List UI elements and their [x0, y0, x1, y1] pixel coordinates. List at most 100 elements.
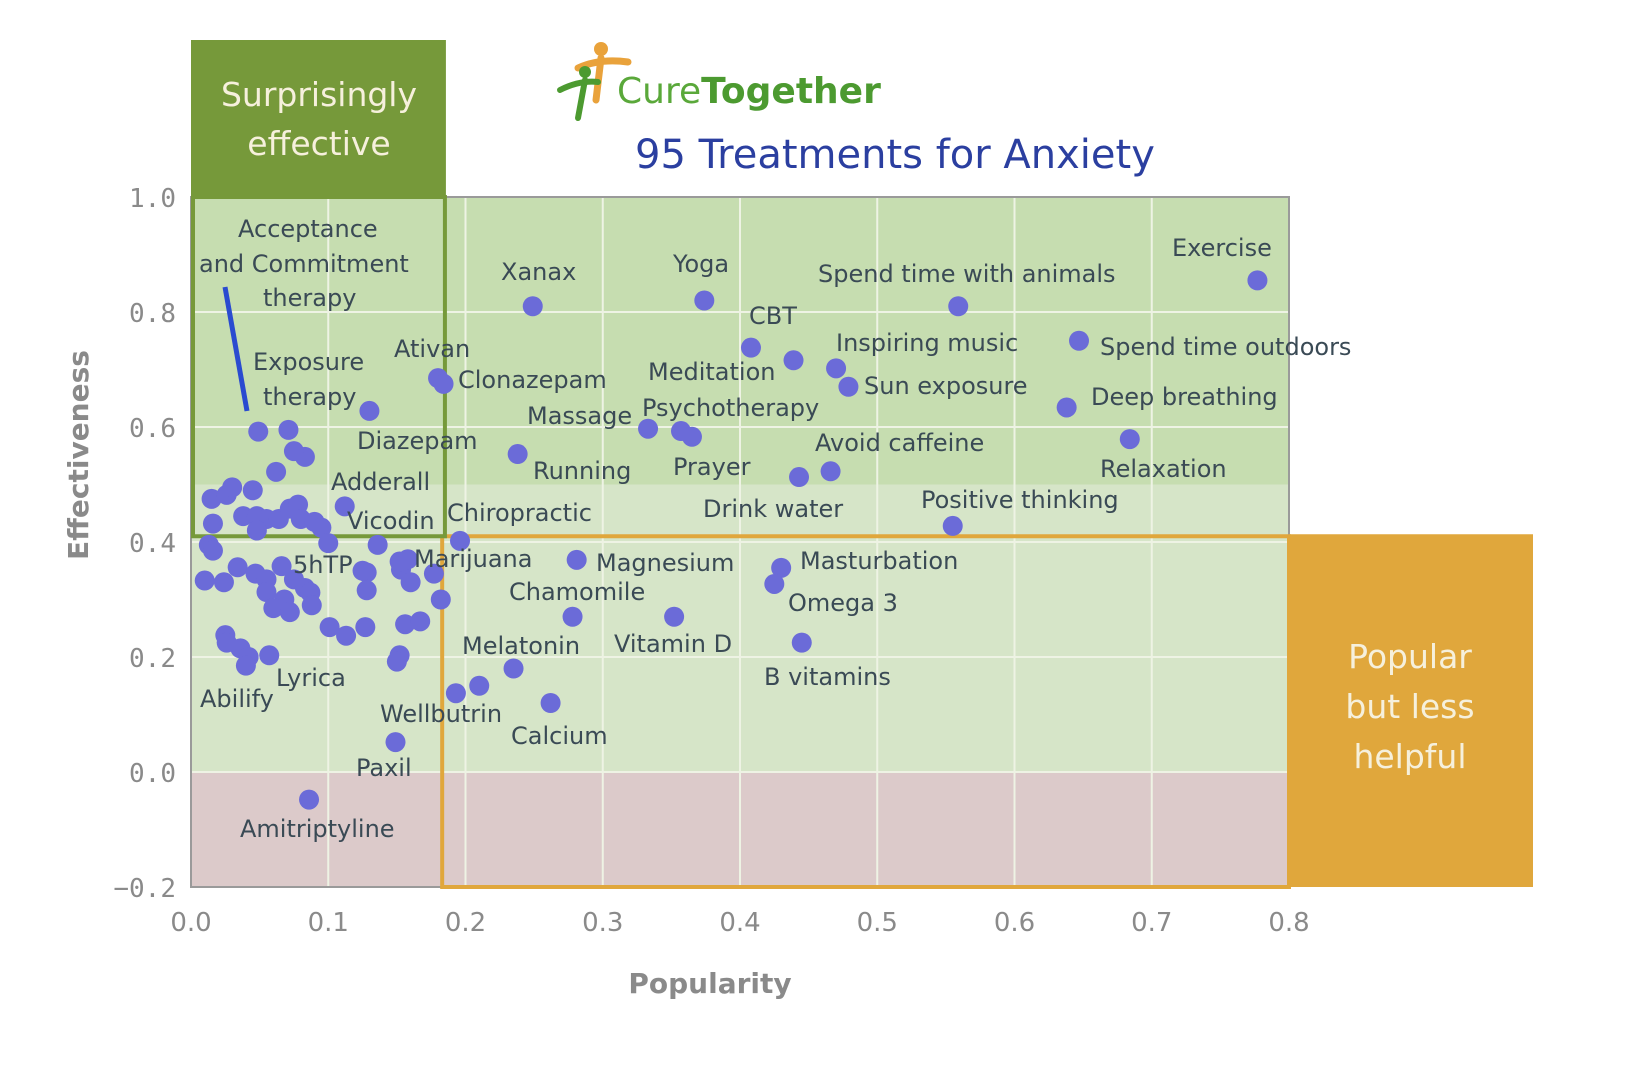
- point-labels: Exercise Spend time with animals Xanax Yoga…: [199, 215, 1351, 843]
- point-label: Magnesium: [596, 549, 734, 577]
- data-point-labeled: [299, 789, 320, 810]
- popular-but-less-helpful-box: [1289, 534, 1533, 887]
- point-label: Calcium: [511, 722, 608, 750]
- data-point-labeled: [791, 632, 812, 653]
- point-label: Vitamin D: [614, 630, 732, 658]
- x-tick-label: 0.0: [170, 908, 211, 938]
- data-point: [469, 675, 490, 696]
- point-label: Abilify: [200, 685, 274, 713]
- data-point: [256, 582, 277, 603]
- chart-title: 95 Treatments for Anxiety: [635, 132, 1155, 178]
- data-point: [395, 614, 416, 635]
- data-point: [233, 506, 254, 527]
- point-label: Omega 3: [788, 589, 898, 617]
- x-tick-label: 0.4: [719, 908, 760, 938]
- point-label: Amitriptyline: [240, 815, 395, 843]
- point-label: Prayer: [673, 453, 751, 481]
- data-point: [263, 598, 284, 619]
- point-label: Melatonin: [462, 632, 580, 660]
- data-point-labeled: [638, 418, 659, 439]
- data-point-labeled: [764, 573, 785, 594]
- x-axis-title: Popularity: [628, 967, 791, 1000]
- data-point-labeled: [771, 557, 792, 578]
- point-label: Marijuana: [414, 545, 532, 573]
- data-point: [423, 563, 444, 584]
- data-point-labeled: [562, 606, 583, 627]
- green-box-line-2: effective: [247, 124, 390, 163]
- data-point-labeled: [433, 373, 454, 394]
- data-point-labeled: [942, 515, 963, 536]
- point-label: Exercise: [1172, 234, 1272, 262]
- data-point-labeled: [681, 426, 702, 447]
- data-point-labeled: [507, 444, 528, 465]
- x-tick-label: 0.7: [1131, 908, 1172, 938]
- data-point-labeled: [789, 467, 810, 488]
- popular-box-line-1: Popular: [1348, 637, 1472, 676]
- data-point: [246, 520, 267, 541]
- popular-box-line-2: but less: [1345, 687, 1474, 726]
- data-point-labeled: [664, 606, 685, 627]
- data-point-labeled: [826, 358, 847, 379]
- data-point: [301, 595, 322, 616]
- data-point: [410, 611, 431, 632]
- data-point: [202, 540, 223, 561]
- y-tick-label: −0.2: [113, 874, 176, 904]
- data-point: [201, 488, 222, 509]
- popular-box-line-3: helpful: [1353, 737, 1466, 776]
- data-points: [194, 270, 1268, 810]
- point-label: Vicodin: [347, 507, 435, 535]
- data-point-labeled: [278, 419, 299, 440]
- y-tick-label: 0.0: [129, 759, 176, 789]
- point-label: Chiropractic: [447, 499, 592, 527]
- data-point: [266, 461, 287, 482]
- x-tick-label: 0.3: [582, 908, 623, 938]
- point-label: Xanax: [501, 258, 576, 286]
- point-label: Positive thinking: [921, 486, 1119, 514]
- data-point: [202, 513, 223, 534]
- point-label: Exposure: [253, 348, 364, 376]
- point-label: Spend time outdoors: [1100, 333, 1351, 361]
- data-point-labeled: [385, 732, 406, 753]
- surprisingly-effective-box: [191, 40, 446, 197]
- y-tick-label: 0.4: [129, 529, 176, 559]
- point-label: Clonazepam: [458, 366, 607, 394]
- data-point-labeled: [259, 645, 280, 666]
- data-point: [283, 441, 304, 462]
- logo-wordmark: CureTogether: [617, 71, 881, 112]
- data-point-labeled: [820, 461, 841, 482]
- data-point: [279, 602, 300, 623]
- data-point-labeled: [445, 683, 466, 704]
- x-tick-label: 0.1: [308, 908, 349, 938]
- data-point-labeled: [522, 296, 543, 317]
- data-point: [242, 480, 263, 501]
- point-label: Paxil: [356, 754, 412, 782]
- data-point-labeled: [838, 376, 859, 397]
- point-label: Deep breathing: [1091, 383, 1278, 411]
- point-label: Masturbation: [800, 547, 958, 575]
- point-label: therapy: [263, 383, 356, 411]
- data-point: [271, 556, 292, 577]
- y-tick-labels: 1.0 0.8 0.6 0.4 0.2 0.0 −0.2: [113, 184, 176, 904]
- data-point: [222, 477, 243, 498]
- point-label: Running: [533, 457, 631, 485]
- point-label: Relaxation: [1100, 455, 1227, 483]
- point-label: Acceptance: [238, 215, 378, 243]
- point-label: Spend time with animals: [818, 260, 1116, 288]
- data-point-labeled: [235, 655, 256, 676]
- data-point: [430, 589, 451, 610]
- point-label: Sun exposure: [864, 372, 1028, 400]
- data-point: [386, 651, 407, 672]
- data-point: [336, 625, 357, 646]
- point-label: Wellbutrin: [380, 700, 502, 728]
- point-label: B vitamins: [764, 663, 891, 691]
- data-point-labeled: [566, 549, 587, 570]
- point-label: Lyrica: [276, 664, 346, 692]
- point-label: Meditation: [648, 358, 775, 386]
- point-label: and Commitment: [199, 250, 409, 278]
- y-tick-label: 0.8: [129, 299, 176, 329]
- data-point-labeled: [1247, 270, 1268, 291]
- point-label: Inspiring music: [836, 329, 1018, 357]
- x-tick-label: 0.5: [857, 908, 898, 938]
- y-tick-label: 0.6: [129, 414, 176, 444]
